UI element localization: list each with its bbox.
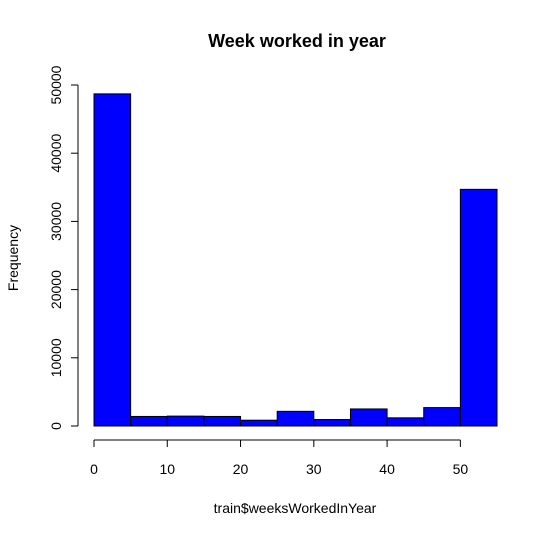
histogram-bar — [423, 407, 461, 427]
y-axis: 0 10000 20000 30000 40000 50000 — [48, 65, 79, 430]
histogram-bar — [313, 419, 351, 427]
bars-group — [93, 93, 498, 427]
histogram-bar — [459, 188, 498, 427]
y-tick-label: 0 — [48, 422, 64, 430]
histogram-bar — [276, 410, 315, 427]
histogram-bar — [349, 408, 388, 427]
x-tick-label: 0 — [90, 461, 98, 477]
x-tick-label: 20 — [233, 461, 249, 477]
y-tick-label: 30000 — [48, 202, 64, 241]
histogram-bar — [386, 417, 425, 427]
y-axis-label: Frequency — [5, 225, 21, 291]
x-tick-label: 10 — [159, 461, 175, 477]
y-tick-label: 50000 — [48, 65, 64, 104]
x-tick-label: 30 — [306, 461, 322, 477]
histogram-bar — [166, 415, 205, 427]
y-tick-label: 40000 — [48, 134, 64, 173]
x-axis: 0 10 20 30 40 50 — [90, 439, 469, 477]
histogram-bar — [240, 419, 278, 427]
y-tick-label: 20000 — [48, 270, 64, 309]
x-tick-label: 40 — [379, 461, 395, 477]
y-tick-label: 10000 — [48, 338, 64, 377]
histogram-bar — [93, 93, 132, 427]
chart-title: Week worked in year — [208, 31, 386, 51]
histogram-bar — [130, 415, 168, 427]
x-axis-label: train$weeksWorkedInYear — [214, 500, 377, 516]
x-tick-label: 50 — [453, 461, 469, 477]
histogram-bar — [203, 415, 242, 427]
